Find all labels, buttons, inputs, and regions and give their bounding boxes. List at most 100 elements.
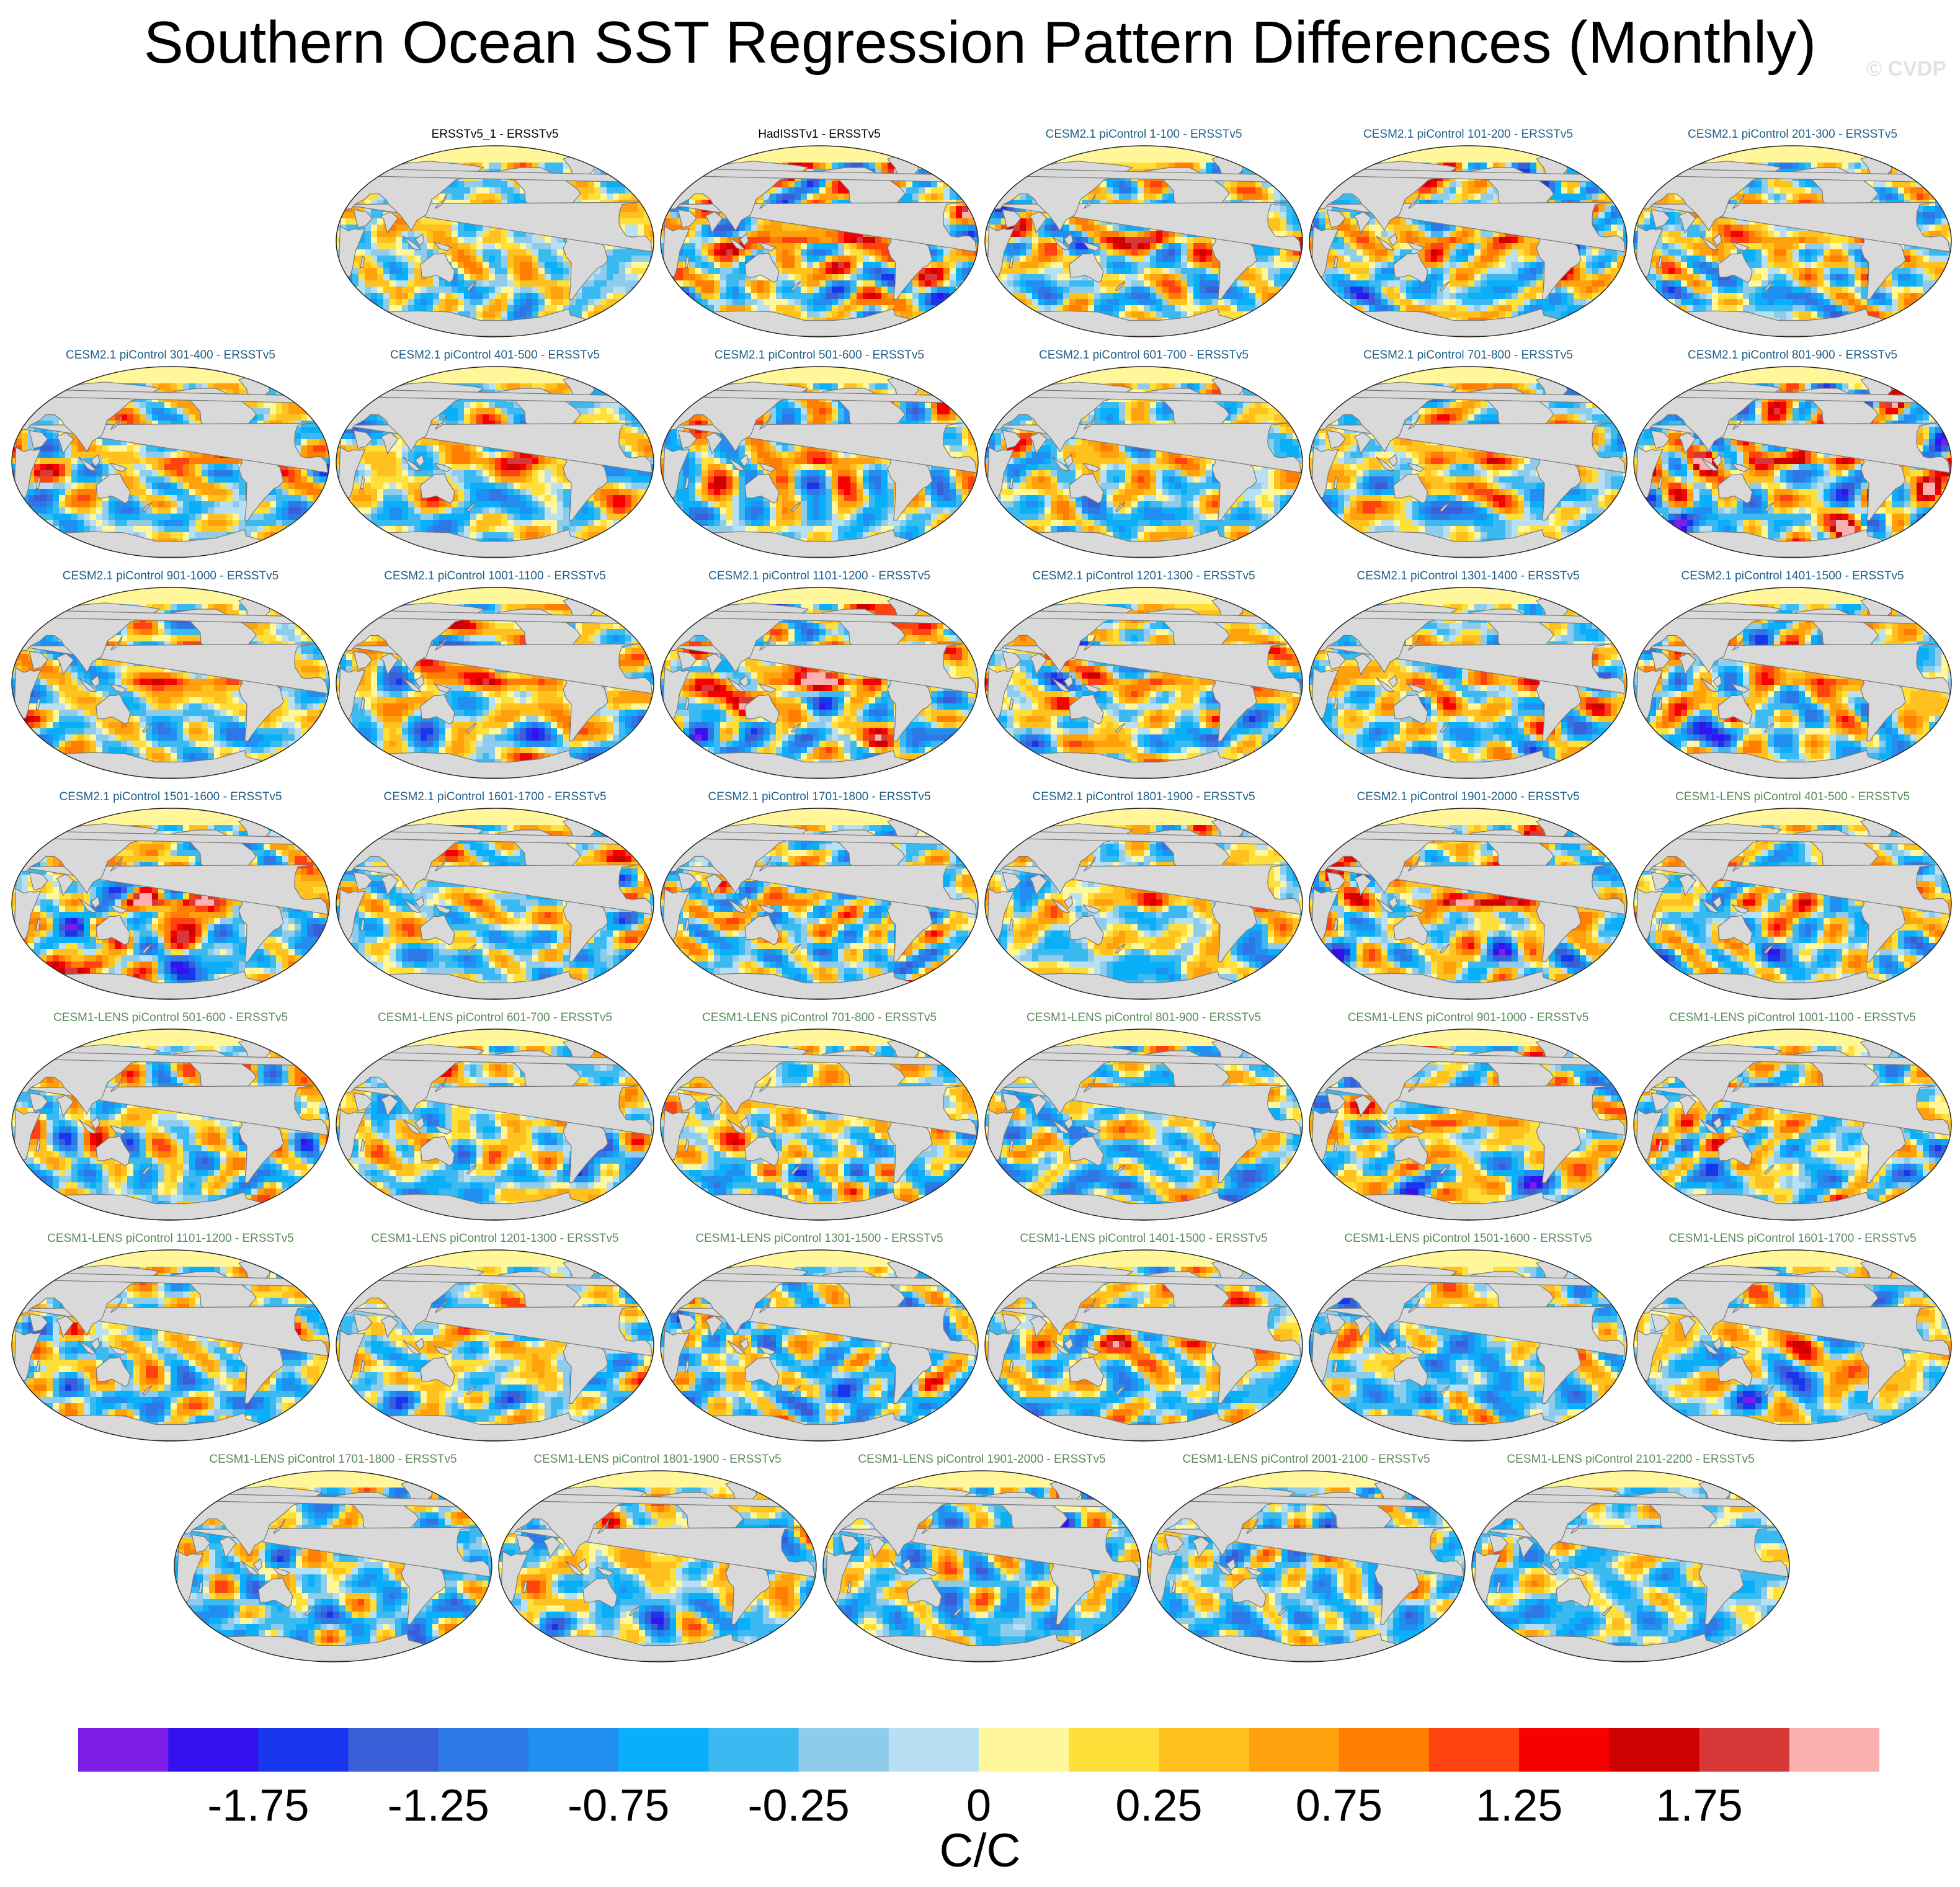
field-cell <box>826 194 832 200</box>
field-cell <box>695 293 702 300</box>
field-cell <box>1088 287 1095 293</box>
field-cell <box>650 225 656 231</box>
field-cell <box>943 274 950 281</box>
field-cell <box>414 293 421 300</box>
field-cell <box>1299 318 1305 324</box>
field-cell <box>1094 150 1101 157</box>
field-cell <box>931 181 938 188</box>
field-cell <box>1299 299 1305 306</box>
field-cell <box>726 262 733 269</box>
field-cell <box>869 249 876 256</box>
field-cell <box>489 231 496 238</box>
field-cell <box>433 299 440 306</box>
field-cell <box>1045 299 1051 306</box>
field-cell <box>1119 262 1126 269</box>
field-cell <box>956 324 963 331</box>
field-cell <box>937 311 944 318</box>
field-cell <box>782 299 789 306</box>
field-cell <box>1144 249 1151 256</box>
field-cell <box>819 249 826 256</box>
field-cell <box>974 330 981 337</box>
field-cell <box>1100 256 1107 262</box>
field-cell <box>340 287 347 293</box>
field-cell <box>470 268 477 275</box>
field-cell <box>875 305 882 312</box>
field-cell <box>1249 280 1256 287</box>
field-cell <box>458 249 465 256</box>
field-cell <box>476 187 483 194</box>
field-cell <box>782 194 789 200</box>
field-cell <box>1293 330 1299 337</box>
field-cell <box>1156 163 1163 169</box>
field-cell <box>982 268 989 275</box>
field-cell <box>1299 150 1305 157</box>
field-cell <box>702 274 708 281</box>
field-cell <box>352 274 359 281</box>
field-cell <box>495 237 502 244</box>
field-cell <box>677 169 684 176</box>
field-cell <box>720 249 727 256</box>
field-cell <box>1231 181 1237 188</box>
field-cell <box>875 144 882 151</box>
field-cell <box>850 311 857 318</box>
field-cell <box>507 194 514 200</box>
field-cell <box>1026 280 1033 287</box>
field-cell <box>619 336 626 339</box>
field-cell <box>1051 330 1058 337</box>
field-cell <box>625 225 632 231</box>
field-cell <box>607 144 613 151</box>
field-cell <box>683 274 690 281</box>
field-cell <box>683 150 690 157</box>
field-cell <box>625 262 632 269</box>
field-cell <box>770 305 777 312</box>
field-cell <box>982 274 989 281</box>
field-cell <box>1082 231 1089 238</box>
field-cell <box>739 249 746 256</box>
field-cell <box>1001 336 1008 339</box>
field-cell <box>638 256 644 262</box>
field-cell <box>1280 330 1287 337</box>
field-cell <box>452 249 458 256</box>
field-cell <box>607 330 613 337</box>
field-cell <box>1156 249 1163 256</box>
field-cell <box>664 181 671 188</box>
field-cell <box>1299 225 1305 231</box>
field-cell <box>1299 293 1305 300</box>
field-cell <box>739 299 746 306</box>
field-cell <box>708 280 715 287</box>
field-cell <box>1249 150 1256 157</box>
field-cell <box>594 144 601 151</box>
field-cell <box>445 225 452 231</box>
field-cell <box>801 150 808 157</box>
field-cell <box>1175 150 1182 157</box>
field-cell <box>613 150 620 157</box>
field-cell <box>819 280 826 287</box>
field-cell <box>483 163 489 169</box>
field-cell <box>982 169 989 176</box>
field-cell <box>371 311 378 318</box>
field-cell <box>1063 280 1070 287</box>
field-cell <box>377 330 384 337</box>
field-cell <box>538 293 545 300</box>
field-cell <box>962 187 969 194</box>
field-cell <box>677 274 684 281</box>
field-cell <box>377 144 384 151</box>
field-cell <box>631 249 638 256</box>
field-cell <box>788 237 795 244</box>
field-cell <box>1200 293 1206 300</box>
field-cell <box>427 287 434 293</box>
field-cell <box>982 150 989 157</box>
field-cell <box>989 287 996 293</box>
field-cell <box>408 249 415 256</box>
field-cell <box>414 150 421 157</box>
field-cell <box>1262 169 1268 176</box>
field-cell <box>514 243 520 250</box>
field-cell <box>782 262 789 269</box>
field-cell <box>538 156 545 163</box>
field-cell <box>1063 299 1070 306</box>
field-cell <box>962 336 969 339</box>
field-cell <box>869 274 876 281</box>
field-cell <box>782 225 789 231</box>
field-cell <box>396 274 403 281</box>
field-cell <box>1119 194 1126 200</box>
